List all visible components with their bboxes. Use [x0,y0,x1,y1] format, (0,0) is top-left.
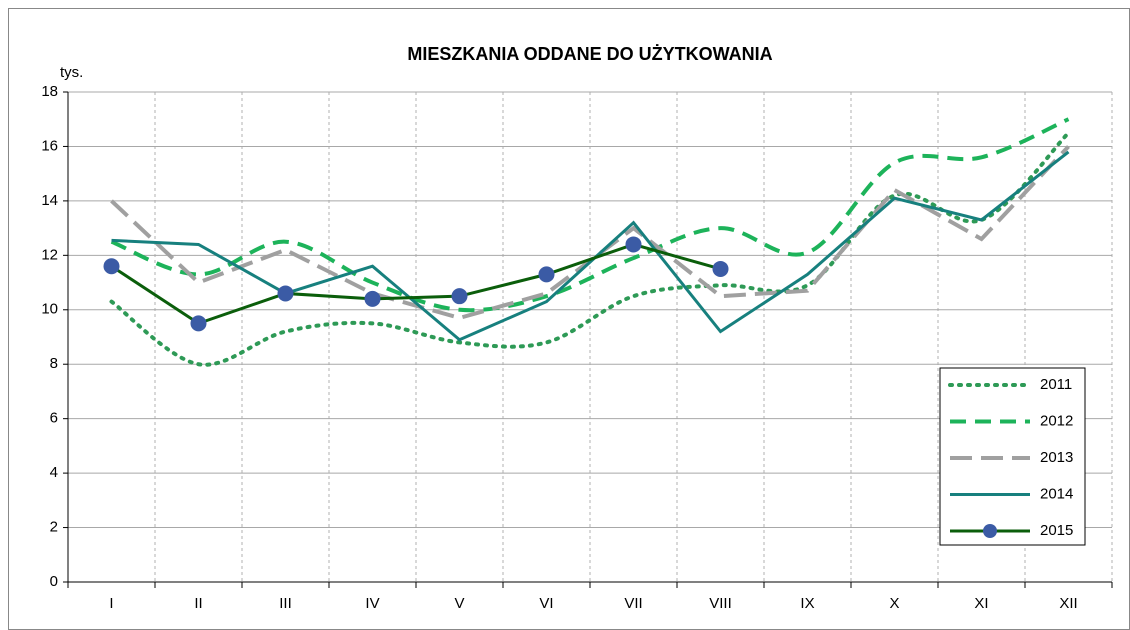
legend-label: 2013 [1040,449,1073,466]
y-tick-label: 10 [41,301,58,318]
series-line [111,150,1070,342]
y-tick-label: 18 [41,83,58,100]
y-tick-label: 6 [50,410,58,427]
x-tick-label: VII [624,595,642,612]
series-marker [625,236,642,253]
legend-label: 2015 [1040,522,1073,539]
y-tick-label: 8 [50,355,58,372]
legend-label: 2014 [1040,485,1073,502]
y-tick-label: 14 [41,192,58,209]
y-axis-label: tys. [60,64,83,81]
x-tick-label: V [454,595,464,612]
y-tick-label: 2 [50,519,58,536]
series-marker [277,285,294,302]
series-marker [103,258,120,275]
x-tick-label: VI [539,595,553,612]
series-line [109,130,1071,367]
legend-label: 2012 [1040,412,1073,429]
series-marker [451,288,468,305]
x-tick-label: X [889,595,899,612]
y-tick-label: 16 [41,137,58,154]
series-marker [364,290,381,307]
y-tick-label: 12 [41,246,58,263]
y-tick-label: 0 [50,573,58,590]
chart-title: MIESZKANIA ODDANE DO UŻYTKOWANIA [407,44,772,64]
y-tick-label: 4 [50,464,58,481]
x-tick-label: III [279,595,292,612]
series-line [110,242,721,326]
x-tick-label: I [109,595,113,612]
series-marker [190,315,207,332]
series-marker [538,266,555,283]
x-tick-label: II [194,595,202,612]
legend-label: 2011 [1040,376,1072,393]
x-tick-label: VIII [709,595,732,612]
series-line [110,117,1070,313]
x-tick-label: XI [974,595,988,612]
legend-marker [983,524,997,538]
series-marker [712,260,729,277]
x-tick-label: IV [365,595,379,612]
x-tick-label: IX [800,595,814,612]
x-tick-label: XII [1059,595,1077,612]
